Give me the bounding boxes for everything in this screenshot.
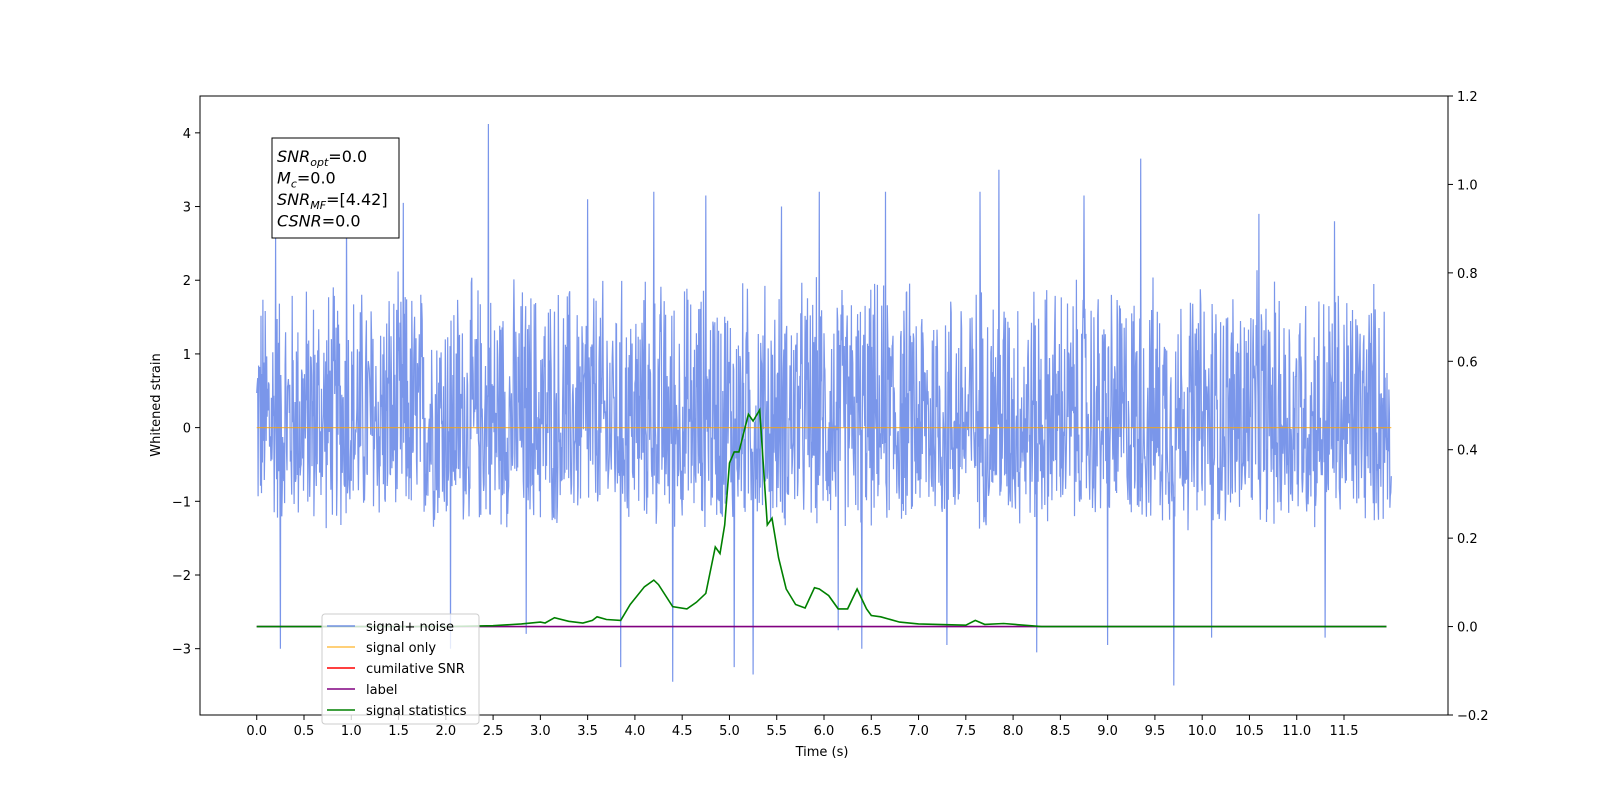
x-tick-label: 1.5: [388, 724, 409, 739]
y2-tick-label: 1.2: [1457, 90, 1478, 105]
x-tick-label: 7.5: [955, 724, 976, 739]
y2-tick-label: 0.2: [1457, 532, 1478, 547]
legend-label: signal statistics: [366, 704, 467, 719]
legend-label: label: [366, 683, 397, 698]
x-tick-label: 9.0: [1097, 724, 1118, 739]
x-tick-label: 4.5: [672, 724, 693, 739]
y-tick-label: 1: [183, 348, 191, 363]
x-tick-label: 9.5: [1145, 724, 1166, 739]
series-signal-statistics-line: [256, 407, 1387, 628]
x-tick-label: 3.5: [577, 724, 598, 739]
x-tick-label: 10.5: [1235, 724, 1264, 739]
x-tick-label: 8.0: [1003, 724, 1024, 739]
annotation-line: CSNR=0.0: [277, 212, 361, 231]
y-tick-label: −2: [172, 569, 191, 584]
x-tick-label: 6.5: [861, 724, 882, 739]
y2-tick-label: 0.8: [1457, 267, 1478, 282]
legend-label: signal only: [366, 641, 436, 656]
x-tick-label: 0.0: [246, 724, 267, 739]
legend-label: signal+ noise: [366, 620, 454, 635]
y2-tick-label: 0.0: [1457, 621, 1478, 636]
x-tick-label: 7.0: [908, 724, 929, 739]
y-tick-label: −1: [172, 495, 191, 510]
y-axis-right: −0.2 0.0 0.2 0.4 0.6 0.8 1.0 1.2: [1448, 90, 1489, 724]
y-axis-label: Whitened strain: [149, 353, 164, 456]
x-tick-label: 4.0: [625, 724, 646, 739]
y2-tick-label: 0.6: [1457, 355, 1478, 370]
y-tick-label: 0: [183, 422, 191, 437]
y-axis-left: −3 −2 −1 0 1 2 3 4: [172, 127, 200, 658]
annotation-frame: [271, 137, 400, 239]
y2-tick-label: 1.0: [1457, 178, 1478, 193]
x-tick-label: 5.5: [766, 724, 787, 739]
legend-frame: [321, 613, 480, 725]
x-tick-label: 0.5: [294, 724, 315, 739]
x-tick-label: 5.0: [719, 724, 740, 739]
y-tick-label: −3: [172, 643, 191, 658]
annotation-line: Mc=0.0: [277, 169, 336, 191]
x-tick-label: 11.5: [1330, 724, 1359, 739]
x-axis-label: Time (s): [795, 745, 849, 760]
y-tick-label: 2: [183, 274, 191, 289]
x-tick-label: 2.5: [483, 724, 504, 739]
annotation-line: SNRMF=[4.42]: [277, 190, 388, 212]
legend: signal+ noise signal only cumilative SNR la…: [321, 613, 480, 725]
y-tick-label: 4: [183, 127, 191, 142]
x-tick-label: 10.0: [1188, 724, 1217, 739]
legend-label: cumilative SNR: [366, 662, 465, 677]
x-tick-label: 6.0: [814, 724, 835, 739]
series-signal-noise-line: [256, 123, 1392, 686]
y2-tick-label: 0.4: [1457, 444, 1478, 459]
annotation-line: SNRopt=0.0: [277, 147, 367, 169]
x-tick-label: 2.0: [435, 724, 456, 739]
x-tick-label: 3.0: [530, 724, 551, 739]
x-tick-label: 1.0: [341, 724, 362, 739]
x-tick-label: 11.0: [1282, 724, 1311, 739]
y-tick-label: 3: [183, 201, 191, 216]
x-tick-label: 8.5: [1050, 724, 1071, 739]
x-axis: 0.0 0.5 1.0 1.5 2.0 2.5 3.0 3.5 4.0 4.5 5.0 5.5 6.0 6…: [246, 715, 1358, 739]
y2-tick-label: −0.2: [1457, 709, 1489, 724]
